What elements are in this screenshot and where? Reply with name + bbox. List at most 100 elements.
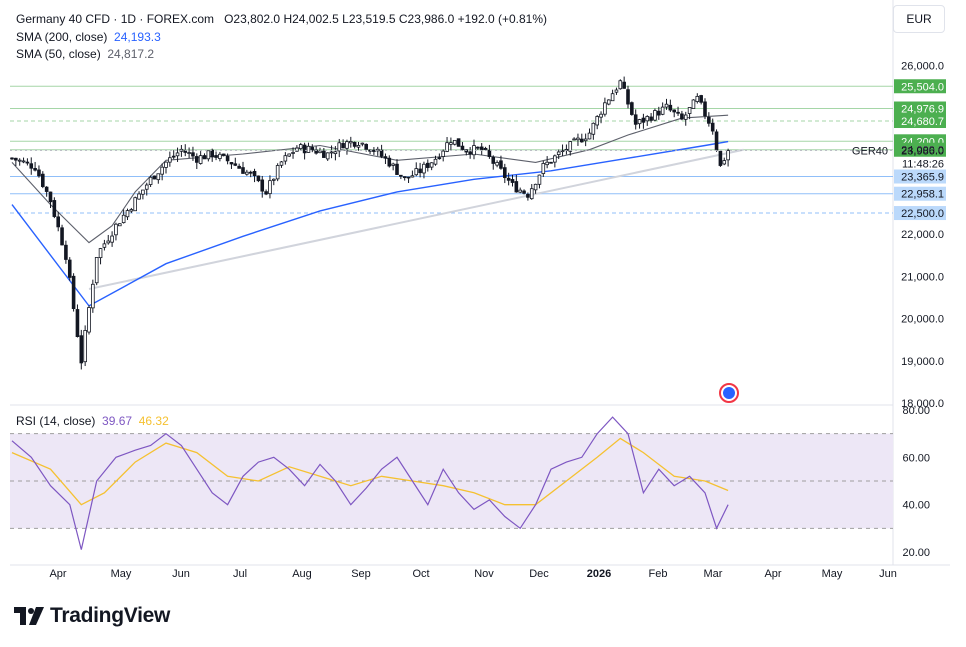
candle <box>160 163 164 181</box>
level-tag-label-5: 23,365.9 <box>901 172 944 184</box>
economic-event-icon[interactable] <box>719 383 739 403</box>
trendline <box>88 148 744 291</box>
candle <box>52 197 57 219</box>
candle <box>687 107 692 120</box>
rsi-pane[interactable] <box>10 416 893 550</box>
candle-body <box>402 176 407 179</box>
candle-body <box>622 81 626 89</box>
candle <box>441 149 445 162</box>
candle <box>710 118 715 135</box>
candles <box>10 76 730 370</box>
candle-body <box>245 171 249 175</box>
candle-body <box>164 161 168 168</box>
sma50-value: 24,817.2 <box>107 47 155 61</box>
candle-body <box>660 106 665 115</box>
level-tag-5 <box>894 169 946 184</box>
candle <box>214 151 218 161</box>
candle <box>237 163 241 169</box>
level-tag-label-2: 24,680.7 <box>901 116 944 128</box>
sma200-label: SMA (200, close) <box>16 30 108 44</box>
candle <box>102 239 107 251</box>
candle <box>298 142 303 151</box>
candle <box>229 162 234 169</box>
candle-body <box>79 335 84 364</box>
candle <box>372 147 376 155</box>
candle-body <box>221 153 226 156</box>
candle <box>680 110 684 121</box>
candle <box>79 329 84 370</box>
candle-body <box>618 80 623 90</box>
candle-body <box>522 190 526 194</box>
candle <box>114 222 118 241</box>
rsi-tick-label-1: 60.00 <box>902 452 930 464</box>
candle <box>221 153 226 157</box>
candle-body <box>360 142 365 145</box>
sma200-legend[interactable]: SMA (200, close) 24,193.3 <box>16 30 161 44</box>
candle-body <box>341 143 345 149</box>
symbol-legend: Germany 40 CFD · 1D · FOREX.com O23,802.… <box>16 12 547 26</box>
sma50-legend[interactable]: SMA (50, close) 24,817.2 <box>16 47 154 61</box>
candle <box>649 113 653 123</box>
candle <box>283 152 288 165</box>
candle <box>495 160 499 168</box>
level-tag-1 <box>894 101 946 116</box>
candle-body <box>279 161 284 166</box>
candle-body <box>141 189 145 195</box>
candle-body <box>429 162 434 168</box>
candle-body <box>710 122 715 132</box>
candle-body <box>275 165 280 180</box>
level-tag-label-4: 24,000.0 <box>901 145 944 157</box>
candle <box>433 155 438 166</box>
tradingview-branding[interactable]: TradingView <box>14 604 170 628</box>
symbol-title[interactable]: Germany 40 CFD · 1D · FOREX.com <box>16 12 215 26</box>
candle <box>233 157 238 167</box>
rsi-ma-line <box>11 437 729 506</box>
candle-body <box>379 149 384 157</box>
candle-body <box>399 174 403 177</box>
candle <box>395 159 399 175</box>
candle <box>329 145 334 159</box>
candle-body <box>587 132 592 140</box>
candle-body <box>14 157 18 161</box>
candle-body <box>329 151 334 154</box>
rsi-tick-label-3: 20.00 <box>902 547 930 559</box>
rsi-legend[interactable]: RSI (14, close) 39.67 46.32 <box>16 414 169 428</box>
candle-body <box>98 248 103 259</box>
candle-body <box>152 175 157 180</box>
candle-body <box>91 283 95 309</box>
candle-body <box>283 155 288 162</box>
candle-body <box>695 95 700 102</box>
rsi-value: 39.67 <box>102 414 133 428</box>
level-tag-label-0: 25,504.0 <box>901 81 944 93</box>
currency-selector[interactable]: EUR <box>893 5 945 33</box>
candle-body <box>526 193 530 198</box>
candle-body <box>133 197 138 212</box>
candle <box>556 149 561 160</box>
candle <box>445 137 449 153</box>
candle-body <box>545 161 549 166</box>
rsi-line <box>11 416 729 550</box>
candle-body <box>645 116 650 122</box>
candle-body <box>121 214 126 224</box>
price-tick-label-1: 26,000.0 <box>901 60 944 72</box>
tradingview-logo-icon <box>14 607 44 625</box>
candle-body <box>168 157 172 163</box>
candle-body <box>148 176 153 185</box>
candle <box>337 138 342 158</box>
candle <box>418 162 422 178</box>
candle <box>194 153 199 170</box>
candle-body <box>237 165 241 169</box>
candle-body <box>271 178 276 181</box>
candle <box>591 122 596 140</box>
candle <box>545 156 549 169</box>
price-pane[interactable] <box>10 0 950 566</box>
candle-body <box>287 153 291 157</box>
candle <box>37 165 41 178</box>
candle-body <box>310 147 315 151</box>
candle-body <box>175 152 180 157</box>
candle <box>707 112 711 127</box>
candle <box>310 144 315 153</box>
candle <box>118 223 122 227</box>
level-tag-4 <box>894 142 946 157</box>
